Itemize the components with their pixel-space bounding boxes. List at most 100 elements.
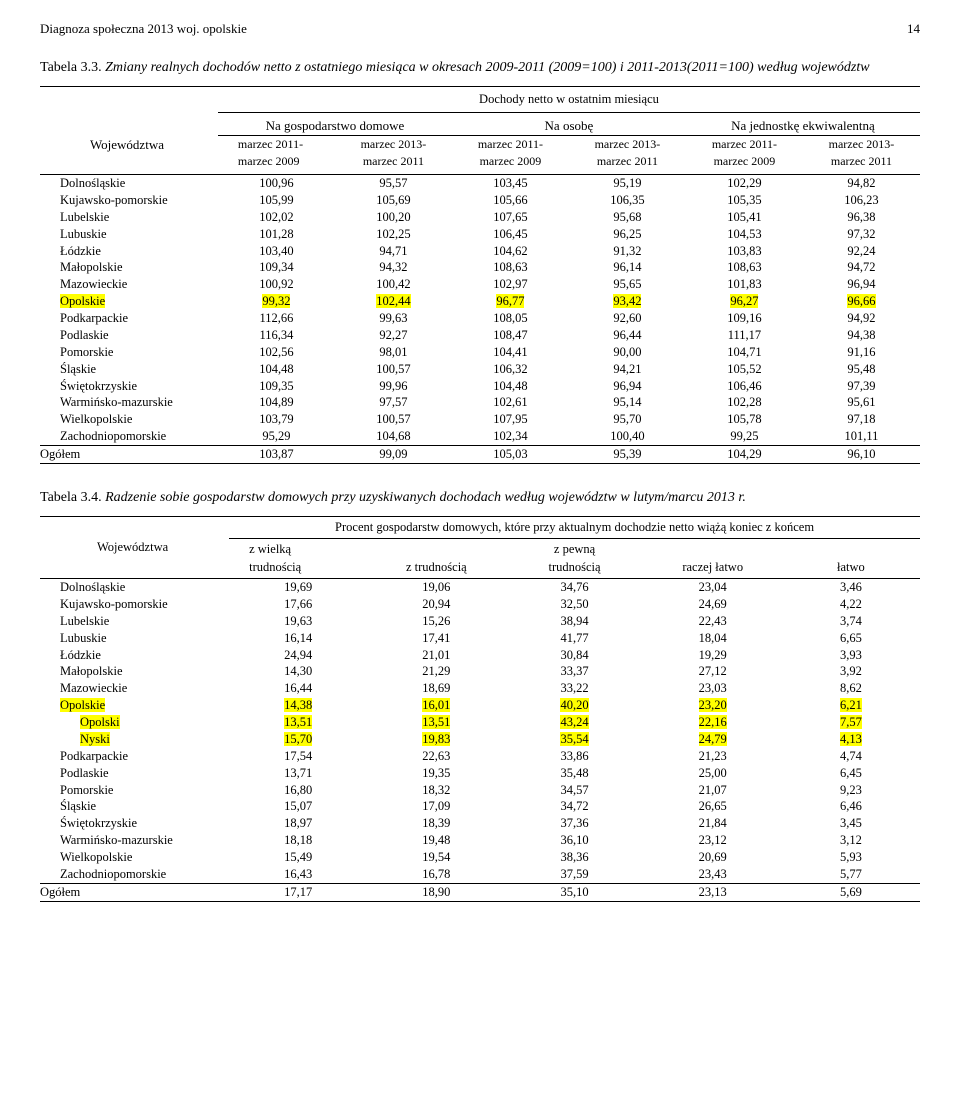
data-cell: 95,14: [569, 394, 686, 411]
data-cell: 102,44: [335, 293, 452, 310]
data-cell: 96,94: [569, 378, 686, 395]
data-cell: 103,45: [452, 175, 569, 192]
row-name: Warmińsko-mazurskie: [40, 394, 218, 411]
row-name: Kujawsko-pomorskie: [40, 596, 229, 613]
data-cell: 104,53: [686, 226, 803, 243]
page-number: 14: [907, 20, 920, 38]
row-name: Małopolskie: [40, 663, 229, 680]
data-cell: 18,18: [229, 832, 367, 849]
data-cell: 99,32: [218, 293, 335, 310]
table-row: Lubuskie101,28102,25106,4596,25104,5397,…: [40, 226, 920, 243]
table1-caption: Tabela 3.3. Zmiany realnych dochodów net…: [40, 58, 920, 78]
data-cell: 6,21: [782, 697, 920, 714]
data-cell: 43,24: [505, 714, 643, 731]
empty-cell: [40, 86, 218, 113]
data-cell: 104,68: [335, 428, 452, 445]
table-row: Podlaskie13,7119,3535,4825,006,45: [40, 765, 920, 782]
table-row: Opolskie14,3816,0140,2023,206,21: [40, 697, 920, 714]
table2-col1-label: Województwa: [40, 516, 229, 579]
data-cell: 34,57: [505, 782, 643, 799]
data-cell: 101,11: [803, 428, 920, 445]
data-cell: 95,39: [569, 446, 686, 464]
data-cell: 14,30: [229, 663, 367, 680]
data-cell: 37,36: [505, 815, 643, 832]
table-row: Podkarpackie112,6699,63108,0592,60109,16…: [40, 310, 920, 327]
table-row: Łódzkie103,4094,71104,6291,32103,8392,24: [40, 243, 920, 260]
row-name: Lubelskie: [40, 613, 229, 630]
data-cell: 99,09: [335, 446, 452, 464]
data-cell: 96,38: [803, 209, 920, 226]
data-cell: 38,36: [505, 849, 643, 866]
data-cell: 5,69: [782, 883, 920, 901]
data-cell: 109,34: [218, 259, 335, 276]
data-cell: 94,92: [803, 310, 920, 327]
data-cell: 17,17: [229, 883, 367, 901]
row-name: Podlaskie: [40, 327, 218, 344]
data-cell: 4,74: [782, 748, 920, 765]
data-cell: 3,46: [782, 579, 920, 596]
data-cell: 7,57: [782, 714, 920, 731]
data-cell: 41,77: [505, 630, 643, 647]
data-cell: 18,97: [229, 815, 367, 832]
data-cell: 102,61: [452, 394, 569, 411]
data-cell: 24,79: [644, 731, 782, 748]
table2-caption-text: Radzenie sobie gospodarstw domowych przy…: [105, 490, 746, 505]
table-row: Małopolskie109,3494,32108,6396,14108,639…: [40, 259, 920, 276]
table-row: Śląskie15,0717,0934,7226,656,46: [40, 798, 920, 815]
total-label: Ogółem: [40, 883, 229, 901]
data-cell: 14,38: [229, 697, 367, 714]
data-cell: 105,99: [218, 192, 335, 209]
data-cell: 17,66: [229, 596, 367, 613]
period-cell: marzec 2013-marzec 2011: [569, 136, 686, 175]
data-cell: 5,93: [782, 849, 920, 866]
data-cell: 22,43: [644, 613, 782, 630]
data-cell: 19,48: [367, 832, 505, 849]
table-row: Opolskie99,32102,4496,7793,4296,2796,66: [40, 293, 920, 310]
data-cell: 21,07: [644, 782, 782, 799]
data-cell: 4,13: [782, 731, 920, 748]
data-cell: 100,20: [335, 209, 452, 226]
data-cell: 105,69: [335, 192, 452, 209]
data-cell: 105,66: [452, 192, 569, 209]
row-name: Pomorskie: [40, 344, 218, 361]
column-header: raczej łatwo: [644, 539, 782, 579]
data-cell: 105,03: [452, 446, 569, 464]
data-cell: 92,24: [803, 243, 920, 260]
data-cell: 100,57: [335, 361, 452, 378]
column-header: z wielkątrudnością: [229, 539, 367, 579]
data-cell: 6,46: [782, 798, 920, 815]
data-cell: 37,59: [505, 866, 643, 883]
data-cell: 23,03: [644, 680, 782, 697]
data-cell: 18,04: [644, 630, 782, 647]
data-cell: 91,32: [569, 243, 686, 260]
data-cell: 98,01: [335, 344, 452, 361]
data-cell: 97,18: [803, 411, 920, 428]
data-cell: 3,74: [782, 613, 920, 630]
table1-col1-label: Województwa: [40, 113, 218, 175]
row-name: Lubelskie: [40, 209, 218, 226]
table-row: Świętokrzyskie18,9718,3937,3621,843,45: [40, 815, 920, 832]
data-cell: 112,66: [218, 310, 335, 327]
row-name: Dolnośląskie: [40, 175, 218, 192]
period-cell: marzec 2011-marzec 2009: [686, 136, 803, 175]
data-cell: 108,05: [452, 310, 569, 327]
table-row: Lubuskie16,1417,4141,7718,046,65: [40, 630, 920, 647]
data-cell: 19,69: [229, 579, 367, 596]
data-cell: 22,16: [644, 714, 782, 731]
table-row: Warmińsko-mazurskie18,1819,4836,1023,123…: [40, 832, 920, 849]
row-name: Mazowieckie: [40, 276, 218, 293]
data-cell: 15,70: [229, 731, 367, 748]
data-cell: 101,28: [218, 226, 335, 243]
data-cell: 95,19: [569, 175, 686, 192]
data-cell: 35,48: [505, 765, 643, 782]
data-cell: 23,13: [644, 883, 782, 901]
table-row: Opolski13,5113,5143,2422,167,57: [40, 714, 920, 731]
data-cell: 6,65: [782, 630, 920, 647]
data-cell: 33,86: [505, 748, 643, 765]
table-row: Wielkopolskie15,4919,5438,3620,695,93: [40, 849, 920, 866]
table2-caption-num: Tabela 3.4.: [40, 490, 105, 505]
data-cell: 109,35: [218, 378, 335, 395]
data-cell: 23,04: [644, 579, 782, 596]
data-cell: 104,41: [452, 344, 569, 361]
data-cell: 18,90: [367, 883, 505, 901]
